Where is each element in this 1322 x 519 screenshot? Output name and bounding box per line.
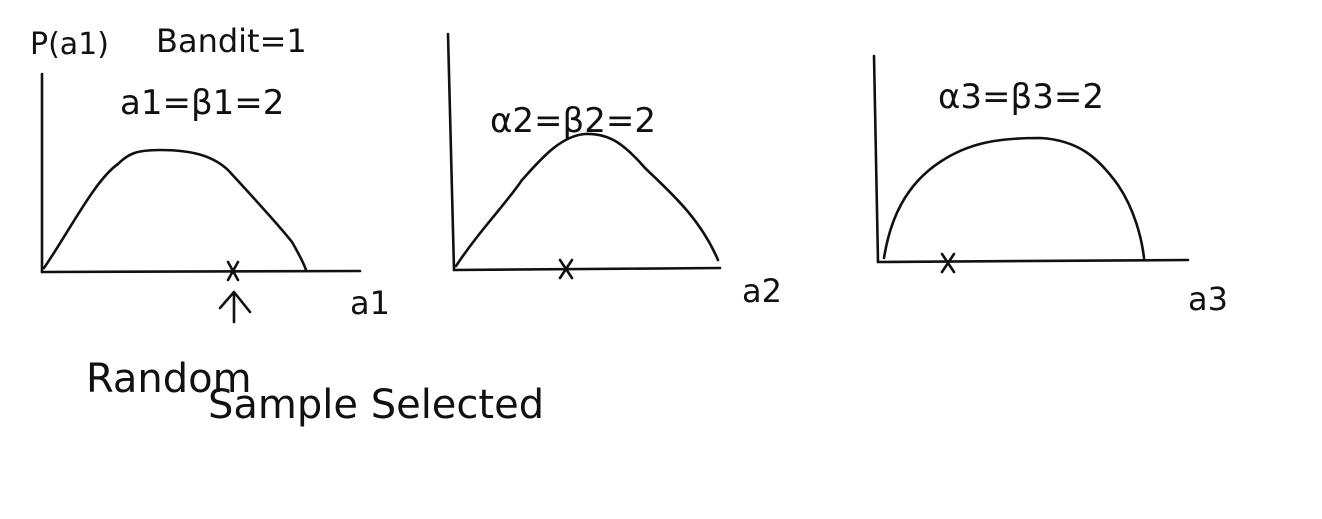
panel-1-param-label: a1=β1=2 [120, 83, 284, 123]
panel-1-x-axis [40, 269, 362, 274]
annotation-line-2: Sample Selected [208, 382, 544, 428]
panel-3-density-curve [882, 136, 1146, 260]
panel-1-arrow [218, 290, 252, 324]
panel-3-sample-marker [940, 252, 956, 274]
annotation-line-1: Random [86, 356, 252, 402]
panel-3-y-axis [872, 54, 880, 264]
panel-3: α3=β3=2 a3 [872, 54, 1228, 318]
panel-2-axis-label: a2 [742, 272, 782, 310]
panel-2-x-axis [452, 266, 722, 272]
panel-2-param-label: α2=β2=2 [490, 101, 656, 141]
panel-1: a1=β1=2 a1 [40, 72, 390, 324]
panel-3-x-axis [876, 258, 1190, 264]
panel-1-density-curve [42, 148, 308, 272]
probability-label: P(a1) [30, 27, 109, 62]
panel-2: α2=β2=2 a2 [446, 32, 782, 310]
panel-2-y-axis [446, 32, 456, 272]
bandit-label: Bandit=1 [156, 22, 307, 60]
panel-1-sample-marker [226, 260, 240, 282]
panel-1-axis-label: a1 [350, 284, 390, 322]
panel-3-param-label: α3=β3=2 [938, 77, 1104, 117]
panel-2-density-curve [454, 132, 720, 268]
panel-3-axis-label: a3 [1188, 280, 1228, 318]
panel-2-sample-marker [558, 258, 574, 280]
